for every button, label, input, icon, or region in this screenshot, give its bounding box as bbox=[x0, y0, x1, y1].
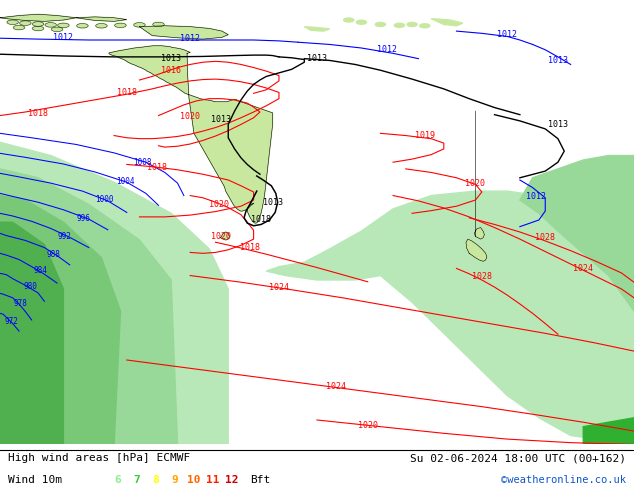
Text: 9: 9 bbox=[171, 475, 178, 485]
Text: 12: 12 bbox=[224, 475, 238, 485]
Text: 1012: 1012 bbox=[497, 30, 517, 39]
Polygon shape bbox=[304, 26, 330, 31]
Polygon shape bbox=[139, 26, 228, 39]
Ellipse shape bbox=[115, 23, 126, 27]
Ellipse shape bbox=[134, 23, 145, 27]
Text: 6: 6 bbox=[114, 475, 120, 485]
Text: 1013: 1013 bbox=[262, 198, 283, 207]
Text: 992: 992 bbox=[57, 232, 71, 241]
Text: 1019: 1019 bbox=[415, 131, 435, 140]
Text: 7: 7 bbox=[133, 475, 139, 485]
Text: 1012: 1012 bbox=[53, 33, 74, 42]
Text: 11: 11 bbox=[205, 475, 219, 485]
Ellipse shape bbox=[13, 25, 25, 30]
Ellipse shape bbox=[375, 23, 385, 26]
Ellipse shape bbox=[77, 24, 88, 28]
Polygon shape bbox=[266, 191, 634, 444]
Text: 1020: 1020 bbox=[209, 200, 229, 209]
Text: Bft: Bft bbox=[250, 475, 271, 485]
Text: 984: 984 bbox=[33, 266, 47, 275]
Text: 1012: 1012 bbox=[377, 45, 397, 54]
Text: 972: 972 bbox=[4, 317, 18, 326]
Text: 1024: 1024 bbox=[326, 382, 346, 391]
Text: 1024: 1024 bbox=[269, 284, 289, 293]
Text: 1020: 1020 bbox=[180, 112, 200, 121]
Text: 1028: 1028 bbox=[535, 233, 555, 242]
Text: 1012: 1012 bbox=[180, 34, 200, 43]
Polygon shape bbox=[583, 418, 634, 444]
Polygon shape bbox=[109, 46, 273, 223]
Text: Su 02-06-2024 18:00 UTC (00+162): Su 02-06-2024 18:00 UTC (00+162) bbox=[410, 453, 626, 463]
Text: 1013: 1013 bbox=[548, 120, 568, 129]
Text: High wind areas [hPa] ECMWF: High wind areas [hPa] ECMWF bbox=[8, 453, 190, 463]
Text: 1020: 1020 bbox=[465, 179, 486, 189]
Text: 1020: 1020 bbox=[210, 232, 231, 241]
Text: Wind 10m: Wind 10m bbox=[8, 475, 61, 485]
Text: 1004: 1004 bbox=[115, 177, 134, 186]
Text: 1024: 1024 bbox=[573, 265, 593, 273]
Text: 10: 10 bbox=[186, 475, 200, 485]
Text: 1013: 1013 bbox=[161, 54, 181, 63]
Text: 996: 996 bbox=[77, 214, 91, 223]
Ellipse shape bbox=[356, 20, 366, 24]
Ellipse shape bbox=[96, 24, 107, 28]
Text: 1013: 1013 bbox=[548, 56, 568, 65]
Text: 1013: 1013 bbox=[307, 54, 327, 63]
Ellipse shape bbox=[344, 18, 354, 22]
Text: 1018: 1018 bbox=[28, 109, 48, 118]
Ellipse shape bbox=[45, 23, 56, 27]
Text: ©weatheronline.co.uk: ©weatheronline.co.uk bbox=[501, 475, 626, 485]
Polygon shape bbox=[0, 169, 178, 444]
Ellipse shape bbox=[32, 22, 44, 26]
Ellipse shape bbox=[51, 27, 63, 31]
Polygon shape bbox=[474, 227, 484, 239]
Text: 1018: 1018 bbox=[251, 216, 271, 224]
Polygon shape bbox=[431, 19, 463, 26]
Ellipse shape bbox=[58, 23, 69, 27]
Text: 1016: 1016 bbox=[161, 66, 181, 74]
Ellipse shape bbox=[153, 22, 164, 26]
Ellipse shape bbox=[420, 24, 430, 28]
Text: 988: 988 bbox=[47, 250, 61, 259]
Ellipse shape bbox=[7, 20, 18, 24]
Ellipse shape bbox=[394, 24, 404, 27]
Text: 1018: 1018 bbox=[240, 243, 261, 252]
Ellipse shape bbox=[20, 21, 31, 25]
Text: 8: 8 bbox=[152, 475, 158, 485]
Text: 1018: 1018 bbox=[147, 163, 167, 172]
Text: 1000: 1000 bbox=[95, 196, 114, 204]
Text: 978: 978 bbox=[13, 299, 27, 308]
Text: 1008: 1008 bbox=[133, 158, 152, 167]
Text: 1018: 1018 bbox=[117, 88, 137, 97]
Text: 1013: 1013 bbox=[210, 116, 231, 124]
Text: 1028: 1028 bbox=[472, 272, 492, 281]
Text: 1020: 1020 bbox=[358, 421, 378, 430]
Polygon shape bbox=[0, 142, 228, 444]
Polygon shape bbox=[0, 14, 76, 22]
Polygon shape bbox=[0, 222, 63, 444]
Ellipse shape bbox=[407, 23, 417, 26]
Polygon shape bbox=[466, 239, 487, 261]
Polygon shape bbox=[221, 232, 230, 240]
Polygon shape bbox=[0, 196, 120, 444]
Polygon shape bbox=[520, 155, 634, 311]
Text: 1012: 1012 bbox=[526, 192, 546, 201]
Text: 980: 980 bbox=[23, 282, 37, 291]
Polygon shape bbox=[76, 17, 127, 22]
Ellipse shape bbox=[32, 26, 44, 31]
